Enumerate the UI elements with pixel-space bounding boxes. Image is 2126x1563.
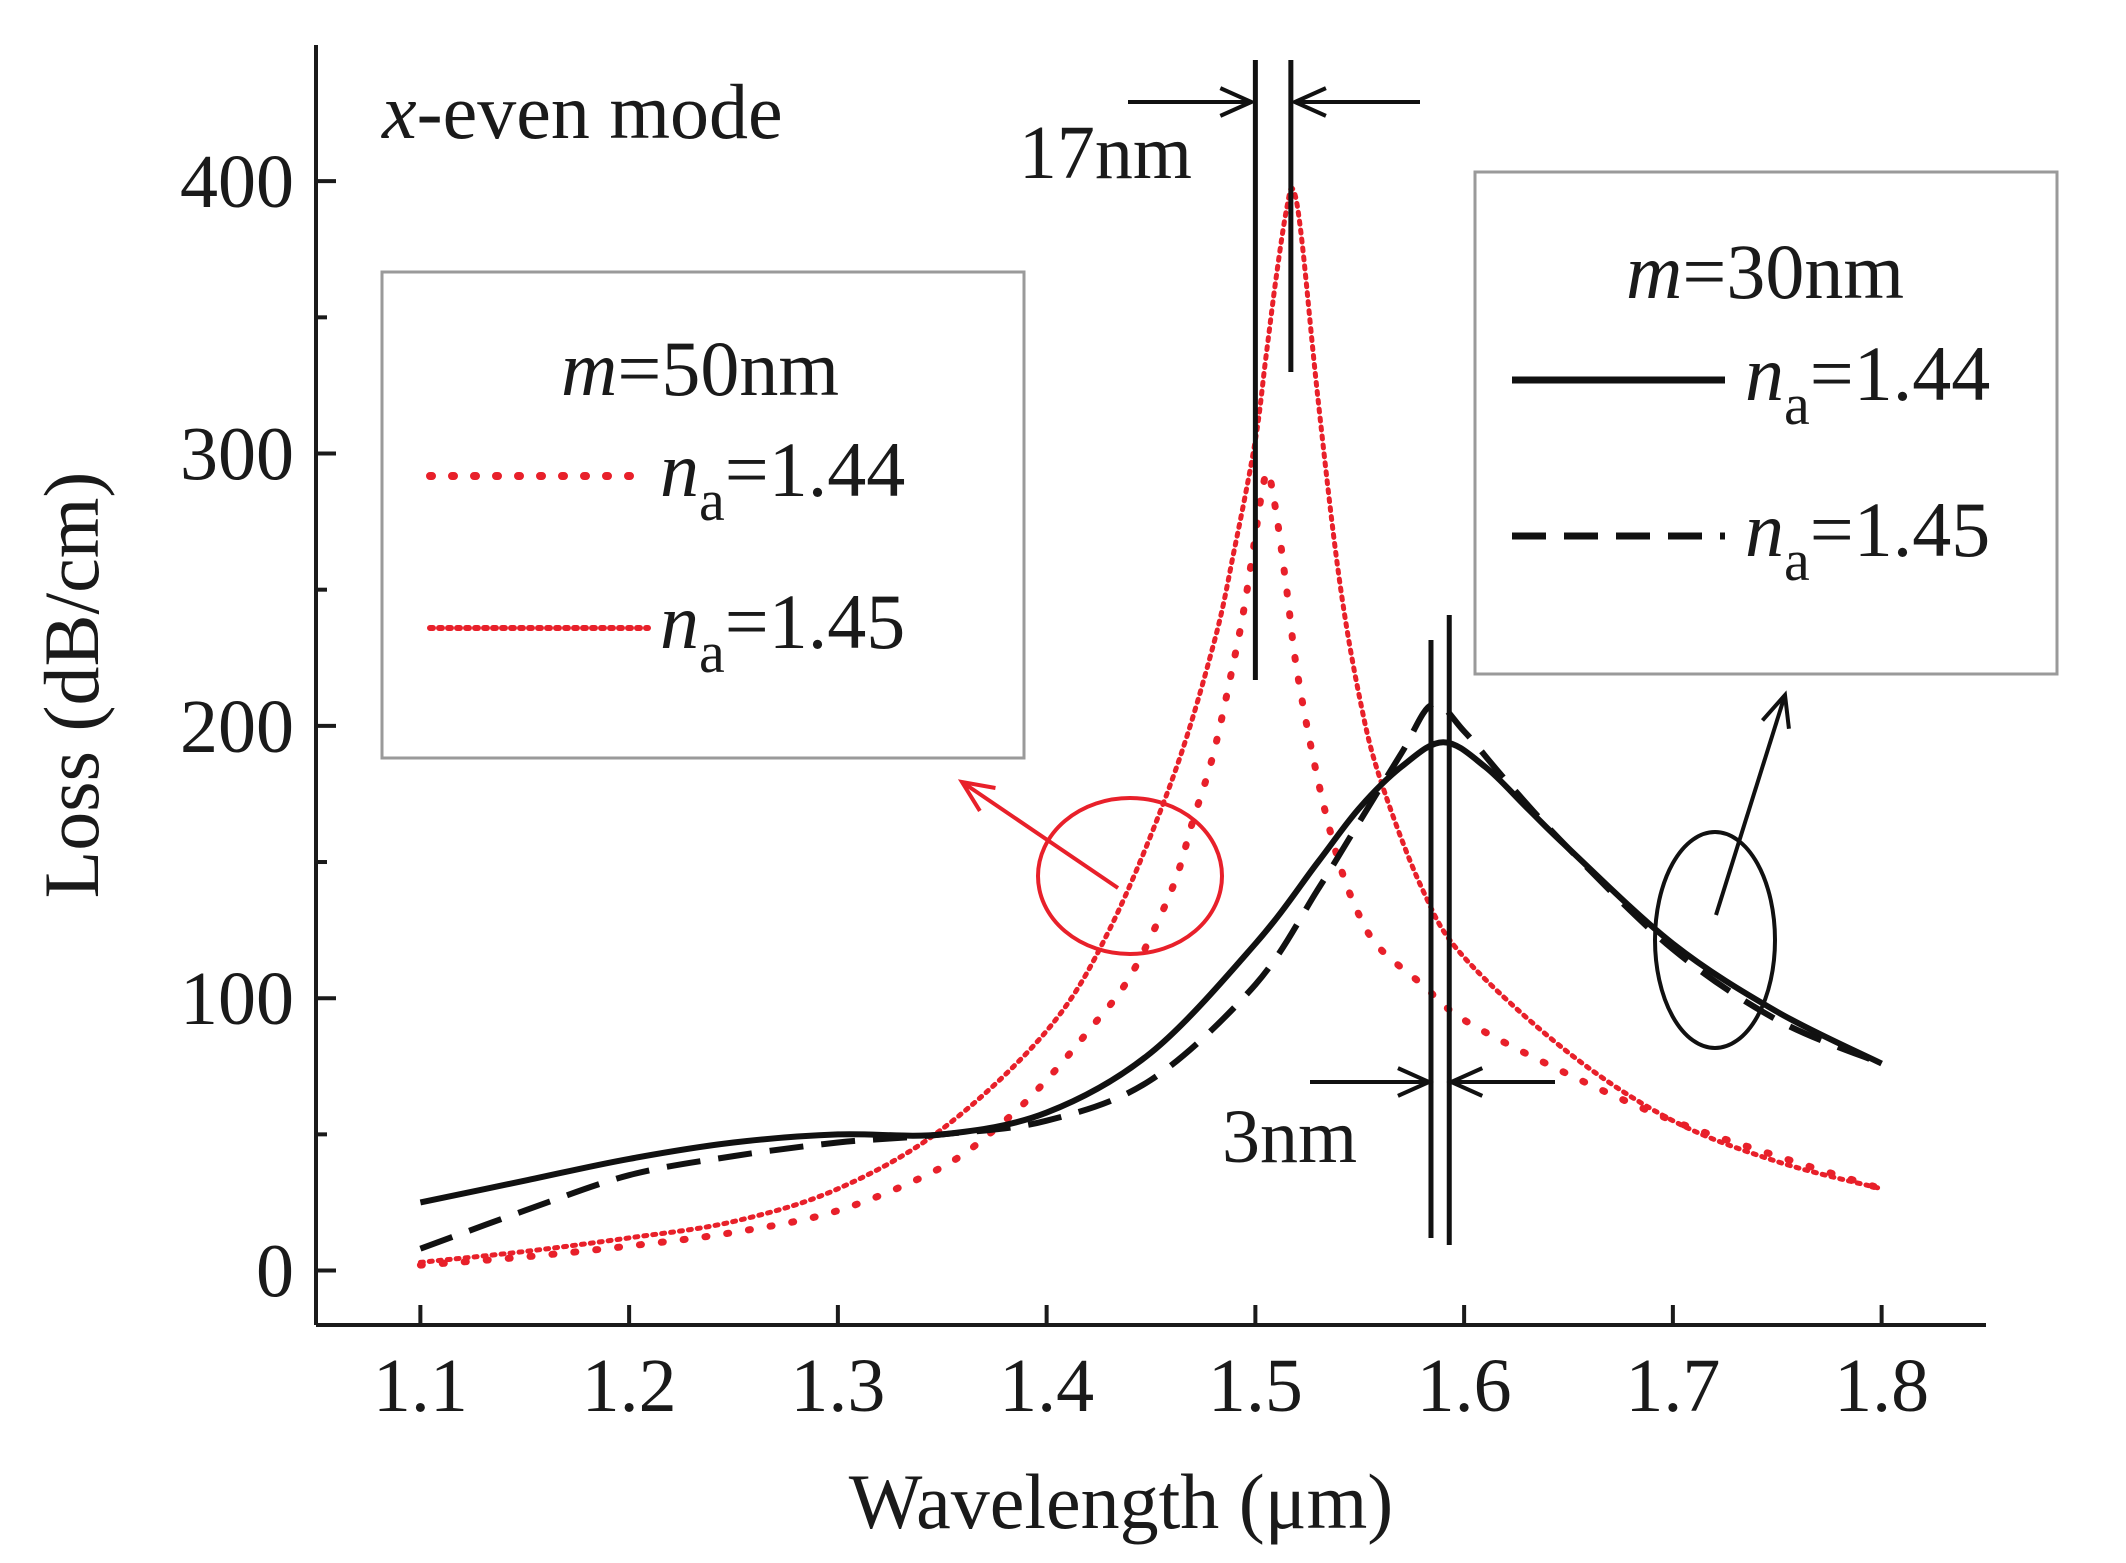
legend-label-m50-na144: na=1.44 bbox=[660, 426, 905, 533]
legend-box bbox=[1473, 170, 2059, 676]
y-tick-label: 400 bbox=[180, 140, 294, 224]
annotations-layer: x-even mode 17nm 3nm bbox=[381, 60, 1791, 1245]
legends-layer: m=50nm na=1.44 na=1.45 m=30nm na=1.44 na=1.45 bbox=[380, 170, 2059, 760]
red-group-arrow-head bbox=[957, 779, 996, 812]
y-tick-label: 300 bbox=[180, 413, 294, 497]
series-line-m30-na144 bbox=[419, 739, 1883, 1206]
legend-title: m=50nm bbox=[561, 325, 839, 412]
black-group-arrow-shaft bbox=[1714, 694, 1787, 916]
x-axis-label: Wavelength (μm) bbox=[849, 1458, 1394, 1545]
y-tick-label: 200 bbox=[180, 685, 294, 769]
x-tick-label: 1.1 bbox=[373, 1344, 468, 1428]
red-group-ellipse bbox=[1036, 796, 1224, 956]
x-tick-label: 1.2 bbox=[582, 1344, 677, 1428]
annotation-3nm: 3nm bbox=[1222, 1095, 1357, 1179]
arrow-3nm-left-head bbox=[1397, 1066, 1434, 1098]
y-axis-label: Loss (dB/cm) bbox=[28, 472, 115, 899]
legend-m30: m=30nm na=1.44 na=1.45 bbox=[1473, 170, 2059, 676]
arrow-17nm-right-head bbox=[1289, 86, 1327, 118]
black-group-ellipse bbox=[1653, 830, 1777, 1050]
y-tick-label: 100 bbox=[180, 957, 294, 1041]
legend-box bbox=[380, 270, 1026, 760]
arrow-3nm-right-head bbox=[1446, 1066, 1484, 1098]
red-group-arrow-shaft bbox=[960, 780, 1120, 890]
y-tick-label: 0 bbox=[256, 1230, 294, 1314]
black-group-arrow-head bbox=[1760, 690, 1791, 730]
series-line-m50-na145 bbox=[417, 185, 1885, 1265]
legend-m50: m=50nm na=1.44 na=1.45 bbox=[380, 270, 1026, 760]
legend-title: m=30nm bbox=[1626, 228, 1904, 315]
axes: 1.1 1.2 1.3 1.4 1.5 1.6 1.7 1.8 0 100 200 300 400 Wav… bbox=[28, 45, 1986, 1545]
mode-label: x-even mode bbox=[381, 68, 783, 155]
legend-label-m30-na145: na=1.45 bbox=[1745, 486, 1990, 593]
x-tick-label: 1.6 bbox=[1417, 1344, 1512, 1428]
x-tick-label: 1.8 bbox=[1834, 1344, 1929, 1428]
x-tick-label: 1.3 bbox=[790, 1344, 885, 1428]
legend-label-m50-na145: na=1.45 bbox=[660, 578, 905, 685]
legend-label-m30-na144: na=1.44 bbox=[1745, 330, 1990, 437]
x-tick-label: 1.4 bbox=[999, 1344, 1094, 1428]
x-tick-label: 1.5 bbox=[1208, 1344, 1303, 1428]
arrow-17nm-left-head bbox=[1219, 86, 1257, 118]
annotation-17nm: 17nm bbox=[1019, 111, 1192, 195]
x-tick-label: 1.7 bbox=[1625, 1344, 1720, 1428]
series-line-m30-na145 bbox=[419, 700, 1883, 1252]
